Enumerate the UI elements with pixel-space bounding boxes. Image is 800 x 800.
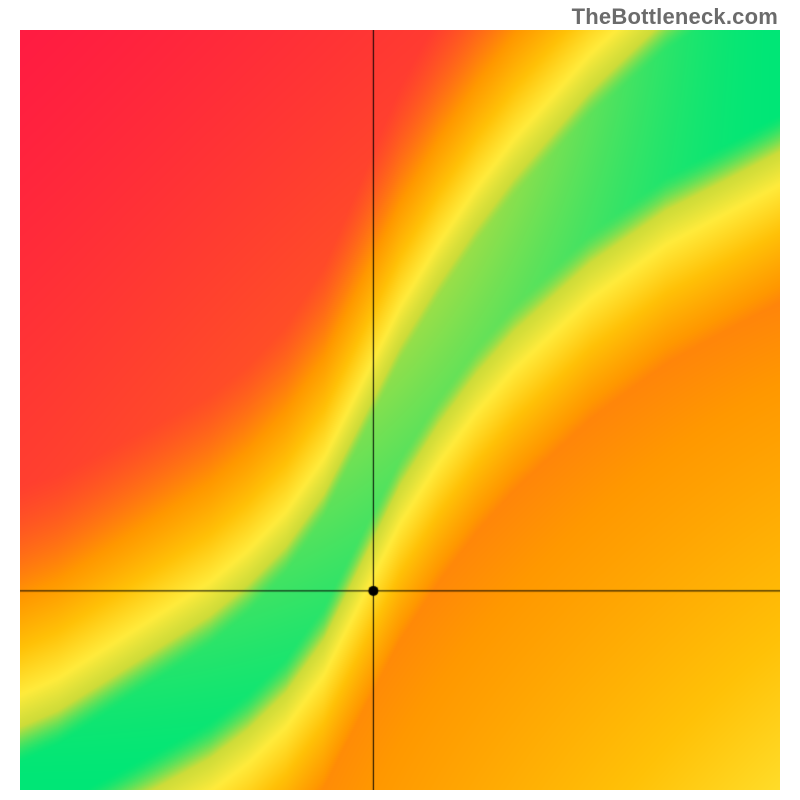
heatmap-canvas (20, 30, 780, 790)
chart-container: TheBottleneck.com (0, 0, 800, 800)
watermark-text: TheBottleneck.com (572, 4, 778, 30)
